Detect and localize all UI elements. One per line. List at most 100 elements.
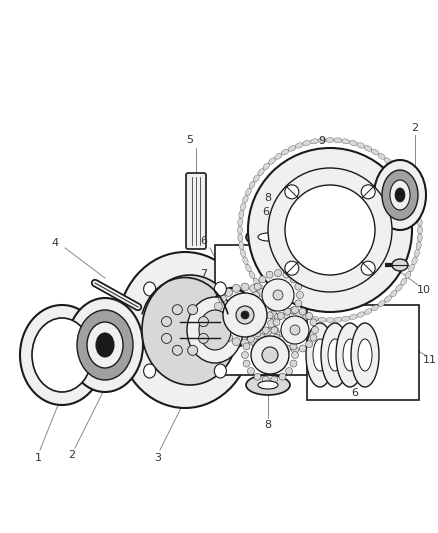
Text: 3: 3 bbox=[155, 453, 162, 463]
Ellipse shape bbox=[198, 317, 208, 327]
Text: 11: 11 bbox=[423, 355, 437, 365]
Ellipse shape bbox=[219, 327, 226, 335]
Ellipse shape bbox=[310, 334, 317, 341]
Ellipse shape bbox=[187, 345, 198, 356]
Ellipse shape bbox=[385, 296, 391, 302]
Ellipse shape bbox=[390, 163, 397, 169]
Ellipse shape bbox=[292, 351, 299, 359]
Text: 7: 7 bbox=[201, 269, 208, 279]
Ellipse shape bbox=[350, 314, 357, 320]
Ellipse shape bbox=[268, 302, 276, 310]
Ellipse shape bbox=[357, 143, 365, 148]
Ellipse shape bbox=[213, 311, 221, 319]
Ellipse shape bbox=[232, 285, 240, 293]
Bar bbox=[215, 245, 333, 375]
Ellipse shape bbox=[271, 327, 278, 334]
Ellipse shape bbox=[288, 146, 296, 151]
Ellipse shape bbox=[328, 339, 342, 371]
Ellipse shape bbox=[246, 227, 290, 247]
Ellipse shape bbox=[214, 302, 223, 310]
Ellipse shape bbox=[251, 336, 289, 374]
Ellipse shape bbox=[378, 153, 385, 159]
Text: 1: 1 bbox=[35, 453, 42, 463]
Ellipse shape bbox=[262, 327, 269, 334]
Ellipse shape bbox=[254, 373, 261, 380]
Ellipse shape bbox=[32, 318, 92, 392]
Ellipse shape bbox=[239, 211, 244, 219]
Ellipse shape bbox=[342, 316, 350, 321]
Ellipse shape bbox=[285, 185, 299, 199]
Ellipse shape bbox=[243, 257, 248, 265]
Ellipse shape bbox=[254, 283, 261, 290]
Ellipse shape bbox=[396, 168, 402, 175]
Ellipse shape bbox=[162, 317, 172, 327]
Ellipse shape bbox=[172, 305, 182, 314]
Ellipse shape bbox=[401, 278, 407, 285]
Ellipse shape bbox=[214, 364, 226, 378]
Ellipse shape bbox=[326, 138, 334, 142]
Ellipse shape bbox=[396, 285, 402, 292]
Ellipse shape bbox=[281, 316, 309, 344]
Ellipse shape bbox=[284, 308, 291, 315]
Ellipse shape bbox=[334, 317, 342, 322]
Ellipse shape bbox=[239, 241, 244, 249]
Ellipse shape bbox=[268, 296, 276, 302]
Ellipse shape bbox=[405, 181, 411, 189]
Bar bbox=[307, 305, 419, 400]
Ellipse shape bbox=[249, 271, 255, 279]
Ellipse shape bbox=[241, 283, 249, 291]
Ellipse shape bbox=[241, 339, 249, 347]
Ellipse shape bbox=[395, 188, 405, 202]
FancyBboxPatch shape bbox=[186, 173, 206, 249]
Ellipse shape bbox=[273, 319, 280, 326]
Ellipse shape bbox=[198, 334, 208, 343]
Ellipse shape bbox=[214, 282, 226, 296]
Ellipse shape bbox=[306, 341, 313, 348]
Ellipse shape bbox=[290, 307, 297, 314]
Ellipse shape bbox=[254, 330, 261, 337]
Ellipse shape bbox=[246, 375, 290, 395]
Ellipse shape bbox=[248, 148, 412, 312]
Ellipse shape bbox=[241, 311, 249, 319]
Ellipse shape bbox=[279, 330, 286, 337]
Ellipse shape bbox=[258, 381, 278, 389]
Ellipse shape bbox=[162, 334, 172, 343]
Ellipse shape bbox=[299, 308, 306, 315]
Text: 8: 8 bbox=[265, 193, 272, 203]
Ellipse shape bbox=[144, 364, 155, 378]
Ellipse shape bbox=[250, 285, 258, 293]
Ellipse shape bbox=[318, 317, 326, 322]
Ellipse shape bbox=[303, 140, 311, 146]
Ellipse shape bbox=[219, 295, 226, 303]
Ellipse shape bbox=[225, 288, 233, 296]
Ellipse shape bbox=[250, 337, 258, 345]
Ellipse shape bbox=[292, 346, 299, 353]
Ellipse shape bbox=[275, 301, 282, 307]
Ellipse shape bbox=[199, 310, 231, 350]
Ellipse shape bbox=[263, 163, 270, 169]
Ellipse shape bbox=[87, 322, 123, 368]
Ellipse shape bbox=[266, 312, 273, 319]
Ellipse shape bbox=[409, 264, 414, 272]
Ellipse shape bbox=[295, 283, 302, 290]
Ellipse shape bbox=[210, 288, 254, 348]
Ellipse shape bbox=[142, 275, 238, 385]
Ellipse shape bbox=[382, 170, 418, 220]
Ellipse shape bbox=[357, 312, 365, 317]
Ellipse shape bbox=[214, 320, 223, 328]
Ellipse shape bbox=[311, 327, 318, 334]
Ellipse shape bbox=[238, 218, 243, 226]
Ellipse shape bbox=[273, 290, 283, 300]
Ellipse shape bbox=[358, 339, 372, 371]
Text: 2: 2 bbox=[68, 450, 76, 460]
Ellipse shape bbox=[258, 288, 265, 296]
Ellipse shape bbox=[258, 285, 264, 292]
Ellipse shape bbox=[409, 188, 414, 196]
Ellipse shape bbox=[258, 233, 278, 241]
Ellipse shape bbox=[306, 323, 334, 387]
Ellipse shape bbox=[240, 203, 246, 211]
Ellipse shape bbox=[96, 333, 114, 357]
Ellipse shape bbox=[238, 234, 243, 242]
Ellipse shape bbox=[144, 282, 155, 296]
Ellipse shape bbox=[77, 310, 133, 380]
